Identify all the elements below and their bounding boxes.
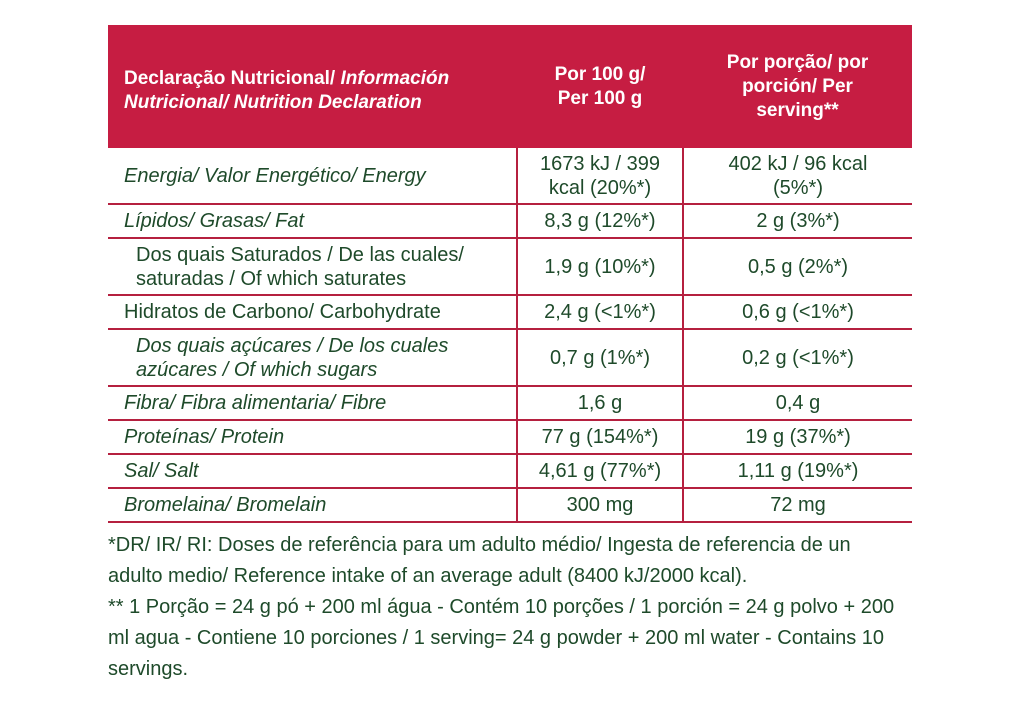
nutrient-value: 402 kJ / 96 kcal (5%*) — [682, 148, 912, 205]
nutrient-value: 0,4 g — [682, 386, 912, 421]
nutrient-value: 1,9 g (10%*) — [516, 238, 683, 296]
cell-line: azúcares / Of which sugars — [136, 358, 378, 381]
cell-line: kcal (20%*) — [548, 176, 652, 199]
header-text: Por porção/ por — [726, 51, 869, 73]
cell-line: Lípidos/ Grasas/ Fat — [124, 210, 305, 232]
nutrient-value: 0,2 g (<1%*) — [682, 329, 912, 387]
cell-line: 0,2 g (<1%*) — [742, 346, 854, 369]
footnote: ** 1 Porção = 24 g pó + 200 ml água - Co… — [108, 596, 895, 680]
cell-line: 402 kJ / 96 kcal — [728, 152, 868, 175]
cell-line: Sal/ Salt — [124, 460, 199, 482]
nutrient-value: 77 g (154%*) — [516, 420, 683, 455]
cell-line: 1,6 g — [577, 392, 623, 414]
table-row: Energia/ Valor Energético/ Energy 1673 kJ… — [108, 148, 912, 205]
header-text: Por 100 g/ — [554, 63, 646, 85]
cell-line: 77 g (154%*) — [541, 426, 659, 448]
header-title: Declaração Nutricional/ Información Nutr… — [108, 25, 517, 148]
header-text: serving** — [756, 99, 839, 121]
cell-line: (5%*) — [772, 176, 823, 199]
header-text: porción/ Per — [742, 75, 853, 97]
nutrient-label: Bromelaina/ Bromelain — [108, 488, 517, 523]
footnote: *DR/ IR/ RI: Doses de referência para um… — [108, 534, 851, 587]
nutrient-label: Dos quais Saturados / De las cuales/satu… — [108, 238, 517, 296]
nutrient-value: 0,7 g (1%*) — [516, 329, 683, 387]
nutrient-value: 2,4 g (<1%*) — [516, 295, 683, 330]
header-title-text: Información Nutricional/ Nutrition Decla… — [124, 67, 450, 113]
nutrient-value: 1673 kJ / 399 kcal (20%*) — [516, 148, 683, 205]
cell-line: 0,4 g — [775, 392, 821, 414]
cell-line: saturadas / Of which saturates — [136, 267, 407, 290]
cell-line: 2,4 g (<1%*) — [544, 301, 656, 323]
nutrition-table: Declaração Nutricional/ Información Nutr… — [108, 25, 912, 523]
header-row: Declaração Nutricional/ Información Nutr… — [108, 25, 912, 148]
table-row: Bromelaina/ Bromelain 300 mg 72 mg — [108, 488, 912, 523]
nutrient-label: Fibra/ Fibra alimentaria/ Fibre — [108, 386, 517, 421]
nutrient-label: Lípidos/ Grasas/ Fat — [108, 204, 517, 239]
cell-line: 19 g (37%*) — [745, 426, 851, 448]
nutrient-value: 300 mg — [516, 488, 683, 523]
nutrient-value: 4,61 g (77%*) — [516, 454, 683, 489]
nutrient-label: Dos quais açúcares / De los cuales azúcar… — [108, 329, 517, 387]
footnotes: *DR/ IR/ RI: Doses de referência para um… — [108, 530, 908, 685]
table-row: Lípidos/ Grasas/ Fat 8,3 g (12%*) 2 g (3%*… — [108, 204, 912, 239]
cell-line: Dos quais Saturados / De las cuales/ — [136, 243, 464, 266]
table-row: Sal/ Salt 4,61 g (77%*) 1,11 g (19%*) — [108, 454, 912, 489]
nutrient-value: 8,3 g (12%*) — [516, 204, 683, 239]
table-row: Dos quais açúcares / De los cuales azúcar… — [108, 329, 912, 387]
nutrient-value: 1,11 g (19%*) — [682, 454, 912, 489]
cell-line: 72 mg — [770, 494, 826, 516]
nutrient-label: Hidratos de Carbono/ Carbohydrate — [108, 295, 517, 330]
cell-line: 2 g (3%*) — [756, 210, 840, 232]
cell-line: Fibra/ Fibra alimentaria/ Fibre — [124, 392, 387, 414]
nutrient-value: 72 mg — [682, 488, 912, 523]
table-row: Fibra/ Fibra alimentaria/ Fibre 1,6 g 0,4 … — [108, 386, 912, 421]
nutrient-value: 0,6 g (<1%*) — [682, 295, 912, 330]
cell-line: Bromelaina/ Bromelain — [124, 494, 327, 516]
table-row: Hidratos de Carbono/ Carbohydrate 2,4 g (… — [108, 295, 912, 330]
cell-line: 0,5 g (2%*) — [747, 255, 849, 278]
header-per-serving: Por porção/ por porción/ Per serving** — [683, 25, 912, 148]
cell-line: 1,9 g (10%*) — [544, 255, 656, 278]
cell-line: Dos quais açúcares / De los cuales — [136, 334, 449, 357]
cell-line: 4,61 g (77%*) — [538, 460, 662, 482]
table-row: Proteínas/ Protein 77 g (154%*) 19 g (37%*… — [108, 420, 912, 455]
cell-line: Hidratos de Carbono/ Carbohydrate — [124, 301, 441, 323]
cell-line: 300 mg — [566, 494, 634, 516]
header-text: Per 100 g — [557, 87, 643, 109]
nutrient-value: 2 g (3%*) — [682, 204, 912, 239]
nutrient-label: Proteínas/ Protein — [108, 420, 517, 455]
nutrient-value: 19 g (37%*) — [682, 420, 912, 455]
cell-line: 0,6 g (<1%*) — [742, 301, 854, 323]
cell-line: 1,11 g (19%*) — [737, 460, 859, 482]
header-title-text: Declaração Nutricional/ — [124, 67, 341, 89]
nutrient-label: Energia/ Valor Energético/ Energy — [108, 148, 517, 205]
header-per-100g: Por 100 g/Per 100 g — [517, 25, 683, 148]
table-body: Energia/ Valor Energético/ Energy 1673 kJ… — [108, 148, 912, 523]
nutrient-value: 0,5 g (2%*) — [682, 238, 912, 296]
nutrient-label: Sal/ Salt — [108, 454, 517, 489]
nutrient-value: 1,6 g — [516, 386, 683, 421]
cell-line: Proteínas/ Protein — [124, 426, 285, 448]
cell-line: 1673 kJ / 399 — [539, 152, 661, 175]
table-row: Dos quais Saturados / De las cuales/satu… — [108, 238, 912, 296]
cell-line: Energia/ Valor Energético/ Energy — [124, 164, 426, 187]
cell-line: 8,3 g (12%*) — [544, 210, 656, 232]
cell-line: 0,7 g (1%*) — [549, 346, 651, 369]
